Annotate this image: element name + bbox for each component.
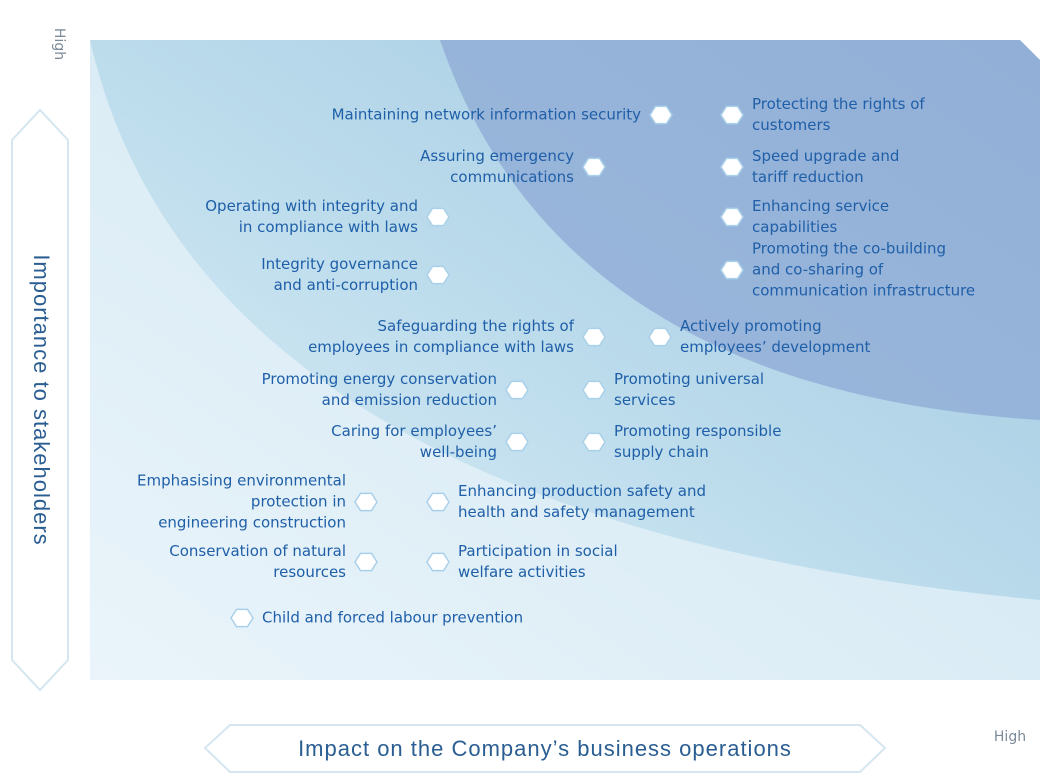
item-label: Assuring emergency: [420, 147, 574, 165]
item-label: Participation in social: [458, 542, 618, 560]
item-label: Promoting universal: [614, 370, 764, 388]
x-title-frame: [203, 724, 887, 773]
item-label: Actively promoting: [680, 317, 822, 335]
item-label: capabilities: [752, 218, 837, 236]
item-label: communications: [450, 168, 574, 186]
y-arrow: [80, 14, 96, 32]
y-title-frame: [11, 108, 69, 692]
item-marker: [505, 432, 529, 452]
item-marker: [505, 380, 529, 400]
item-label: welfare activities: [458, 563, 586, 581]
item-label: Emphasising environmental: [137, 472, 346, 490]
item-label: in compliance with laws: [239, 218, 418, 236]
y-high: High: [51, 28, 67, 60]
item-label: protection in: [251, 493, 346, 511]
item-label: Promoting the co-building: [752, 240, 946, 258]
items: Maintaining network information security…: [137, 95, 975, 628]
item-label: well-being: [420, 443, 497, 461]
item-label: health and safety management: [458, 503, 695, 521]
item-marker: [582, 157, 606, 177]
item-label: Protecting the rights of: [752, 95, 925, 113]
matrix-background: [90, 40, 1040, 680]
item-label: Speed upgrade and: [752, 147, 899, 165]
x-arrow: [1020, 682, 1038, 698]
item-label: Operating with integrity and: [205, 197, 418, 215]
item-marker: [720, 157, 744, 177]
item-label: Maintaining network information security: [332, 106, 642, 124]
item-marker: [582, 380, 606, 400]
item-marker: [354, 552, 378, 572]
item-label: engineering construction: [158, 514, 346, 532]
item-marker: [720, 260, 744, 280]
item-marker: [354, 492, 378, 512]
item-label: communication infrastructure: [752, 282, 975, 300]
item-label: tariff reduction: [752, 168, 864, 186]
item-label: Conservation of natural: [169, 542, 346, 560]
item-label: Promoting responsible: [614, 422, 781, 440]
item-marker: [426, 265, 450, 285]
item-marker: [426, 552, 450, 572]
item-marker: [720, 105, 744, 125]
x-high: High: [994, 729, 1026, 745]
item-label: services: [614, 391, 676, 409]
item-marker: [582, 432, 606, 452]
x-axis-title: Impact on the Company’s business operati…: [298, 736, 792, 761]
item-marker: [426, 207, 450, 227]
item-label: and co-sharing of: [752, 261, 884, 279]
item-label: Caring for employees’: [331, 422, 497, 440]
item-marker: [649, 105, 673, 125]
item-label: Child and forced labour prevention: [262, 609, 523, 627]
item-marker: [426, 492, 450, 512]
item-label: and emission reduction: [322, 391, 497, 409]
item-label: and anti-corruption: [274, 276, 418, 294]
item-label: Enhancing service: [752, 197, 889, 215]
item-label: customers: [752, 116, 831, 134]
item-marker: [582, 327, 606, 347]
item-label: Promoting energy conservation: [262, 370, 497, 388]
item-marker: [720, 207, 744, 227]
item-label: employees in compliance with laws: [308, 338, 574, 356]
item-label: resources: [273, 563, 346, 581]
item-marker: [648, 327, 672, 347]
item-label: Integrity governance: [261, 255, 418, 273]
y-axis-title: Importance to stakeholders: [29, 254, 54, 545]
item-label: Safeguarding the rights of: [377, 317, 574, 335]
item-label: employees’ development: [680, 338, 870, 356]
item-label: Enhancing production safety and: [458, 482, 706, 500]
item-label: supply chain: [614, 443, 709, 461]
item-marker: [230, 608, 254, 628]
